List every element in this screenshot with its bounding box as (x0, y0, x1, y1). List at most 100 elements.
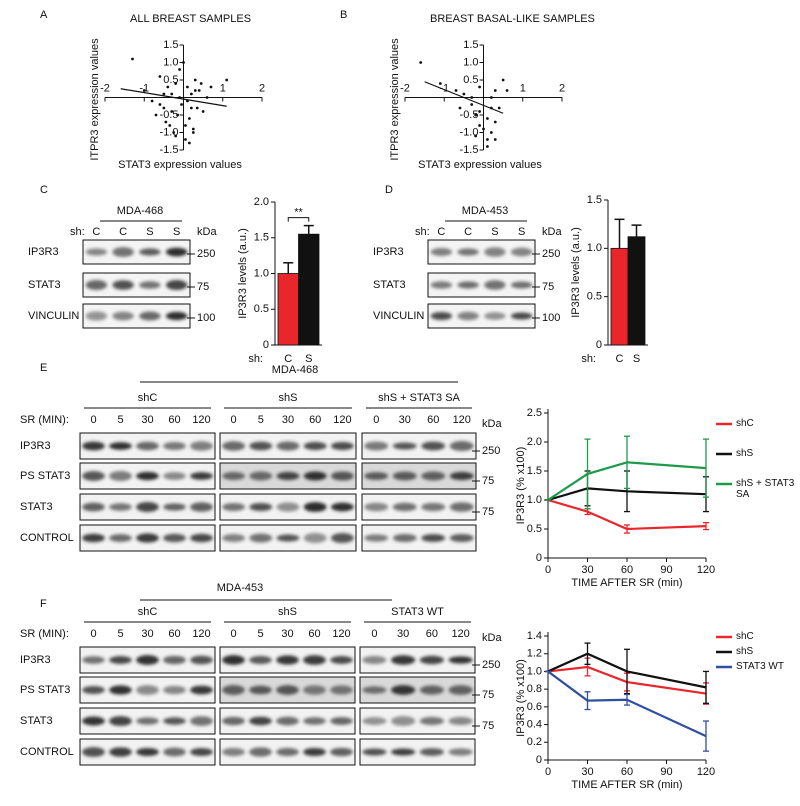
scatter-point (170, 92, 174, 96)
blot-band (448, 685, 473, 695)
sr-label: SR (MIN): (20, 414, 69, 426)
lane-label: C (119, 226, 127, 238)
scatter-point (180, 103, 183, 106)
scatter-point (154, 113, 158, 117)
blot-band (190, 685, 213, 695)
blot-band (303, 471, 327, 481)
blot-band (136, 747, 159, 757)
blot-band (190, 502, 213, 512)
y-tick-label: 0.5 (254, 303, 269, 315)
blot-band (136, 655, 159, 665)
scatter-point (189, 92, 193, 96)
x-tick-label: 30 (581, 766, 593, 778)
lane-label: 30 (397, 628, 409, 640)
x-axis-label: sh: (581, 353, 596, 365)
blot-band (449, 502, 474, 512)
lane-label: 0 (90, 628, 96, 640)
panel-letter: A (40, 9, 48, 21)
blot-band (136, 717, 159, 725)
scatter-point (482, 127, 485, 131)
blot-band (303, 533, 327, 543)
lane-label: 120 (192, 414, 210, 426)
scatter-point (493, 138, 497, 141)
cell-line: MDA-453 (462, 205, 508, 217)
group-label: shS + STAT3 SA (378, 392, 460, 404)
blot-band (421, 534, 446, 542)
blot-band (165, 311, 188, 321)
blot-band (109, 747, 132, 757)
row-label: STAT3 (373, 279, 406, 291)
blot-band (276, 655, 299, 665)
y-tick-label: -1.0 (160, 126, 179, 138)
scatter-point (182, 61, 185, 64)
scatter-point (131, 57, 134, 61)
scatter-point (189, 106, 193, 110)
significance-label: ** (294, 207, 303, 219)
blot-band (190, 655, 213, 665)
blot-band (303, 685, 326, 695)
blot-band (362, 748, 387, 756)
x-tick-label: C (616, 353, 624, 365)
lane-label: 60 (308, 628, 320, 640)
row-label: VINCULIN (28, 310, 79, 322)
marker-label: 75 (542, 281, 554, 293)
marker-label: 75 (482, 689, 494, 701)
blot-band (82, 685, 105, 695)
scatter-point (486, 138, 489, 141)
lane-label: 5 (258, 414, 264, 426)
blot-band (276, 685, 299, 695)
blot-band (330, 747, 353, 757)
scatter-point (474, 134, 478, 138)
cell-line: MDA-468 (272, 364, 318, 376)
series-line (547, 487, 707, 502)
blot-band (222, 471, 246, 481)
legend-label: shC (736, 418, 754, 429)
blot-band (109, 534, 132, 542)
scatter-point (164, 120, 168, 124)
scatter-point (174, 134, 178, 138)
blot-band (419, 685, 444, 695)
scatter-point (162, 106, 166, 110)
scatter-point (174, 82, 178, 85)
scatter-point (186, 85, 189, 89)
marker-label: 250 (542, 248, 560, 260)
x-tick-label: 60 (621, 564, 633, 576)
x-axis-label: TIME AFTER SR (min) (571, 577, 682, 589)
y-tick-label: 1.2 (527, 648, 542, 660)
x-tick-label: -2 (400, 82, 410, 94)
blot-band (303, 655, 326, 665)
scatter-point (489, 131, 493, 134)
blot-band (136, 471, 159, 481)
y-axis-label: ITPR3 expression values (389, 38, 401, 161)
blot-band (249, 716, 272, 726)
group-label: shS (279, 392, 298, 404)
y-tick-label: 0.5 (527, 523, 542, 535)
blot-band (421, 441, 446, 451)
blot-band (419, 716, 444, 726)
y-tick-label: 1.0 (463, 56, 478, 68)
y-axis-label: ITPR3 expression values (89, 38, 101, 161)
row-label: IP3R3 (373, 246, 404, 258)
blot-band (82, 656, 105, 664)
y-tick-label: 0.8 (527, 683, 542, 695)
blot-band (163, 717, 186, 725)
group-label: shS (278, 606, 297, 618)
blot-band (222, 685, 245, 695)
scatter-point (158, 75, 162, 78)
y-tick-label: 1.0 (254, 267, 269, 279)
marker-label: 75 (482, 475, 494, 487)
bar (610, 247, 629, 346)
scatter-point (170, 110, 174, 113)
blot-band (222, 655, 245, 665)
scatter-point (201, 110, 205, 113)
x-axis-label: STAT3 expression values (118, 159, 242, 171)
blot-band (510, 312, 533, 320)
y-tick-label: -0.5 (460, 109, 479, 121)
bar (627, 236, 646, 346)
scatter-point (187, 117, 191, 120)
blot-band (330, 471, 354, 481)
y-tick-label: 0.5 (587, 291, 602, 303)
scatter-point (438, 82, 442, 85)
marker-label: 75 (482, 720, 494, 732)
